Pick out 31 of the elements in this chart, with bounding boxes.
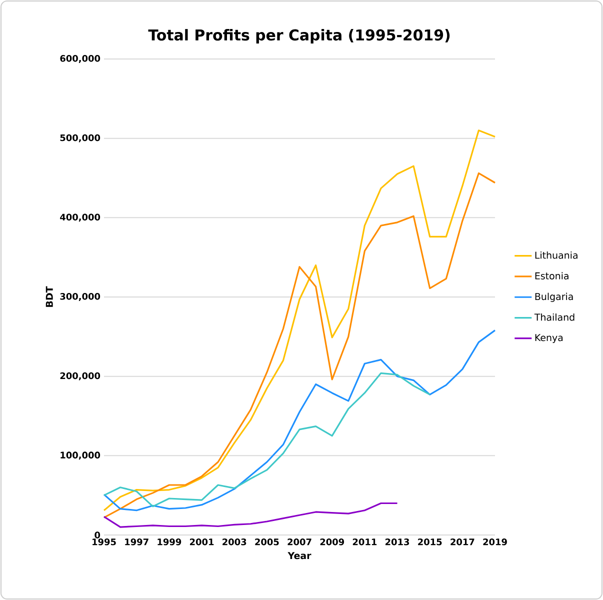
x-tick-label: 2013 [385, 538, 410, 546]
x-tick-label: 2015 [418, 538, 442, 546]
legend-label: Bulgaria [535, 292, 573, 302]
x-tick-label: 1997 [125, 538, 148, 546]
y-axis-title: BDT [46, 286, 53, 307]
y-tick-label: 300,000 [60, 293, 100, 301]
x-tick-label: 2009 [320, 538, 344, 546]
x-tick-label: 2017 [450, 538, 474, 546]
x-tick-label: 2019 [483, 538, 507, 546]
x-tick-label: 2003 [222, 538, 246, 546]
line-series [103, 502, 398, 528]
x-tick-label: 2001 [190, 538, 214, 546]
x-tick-label: 2007 [288, 538, 312, 546]
y-tick-label: 100,000 [60, 452, 100, 460]
x-tick-label: 2011 [352, 538, 377, 546]
y-tick-label: 200,000 [60, 372, 100, 380]
line-series [103, 330, 496, 512]
y-tick-label: 0 [94, 532, 100, 538]
y-tick-label: 400,000 [60, 214, 100, 222]
chart-title: Total Profits per Capita (1995-2019) [148, 29, 450, 44]
legend-label: Thailand [534, 313, 574, 321]
x-tick-label: 1995 [92, 538, 116, 546]
line-series [103, 372, 431, 508]
y-tick-label: 600,000 [60, 55, 100, 63]
x-tick-label: 2005 [255, 538, 279, 546]
y-tick-label: 500,000 [60, 134, 100, 142]
legend-label: Lithuania [535, 251, 578, 259]
legend-label: Estonia [535, 272, 568, 280]
x-axis-title: Year [288, 552, 312, 560]
legend-label: Kenya [535, 334, 563, 343]
x-tick-label: 1999 [158, 538, 182, 546]
